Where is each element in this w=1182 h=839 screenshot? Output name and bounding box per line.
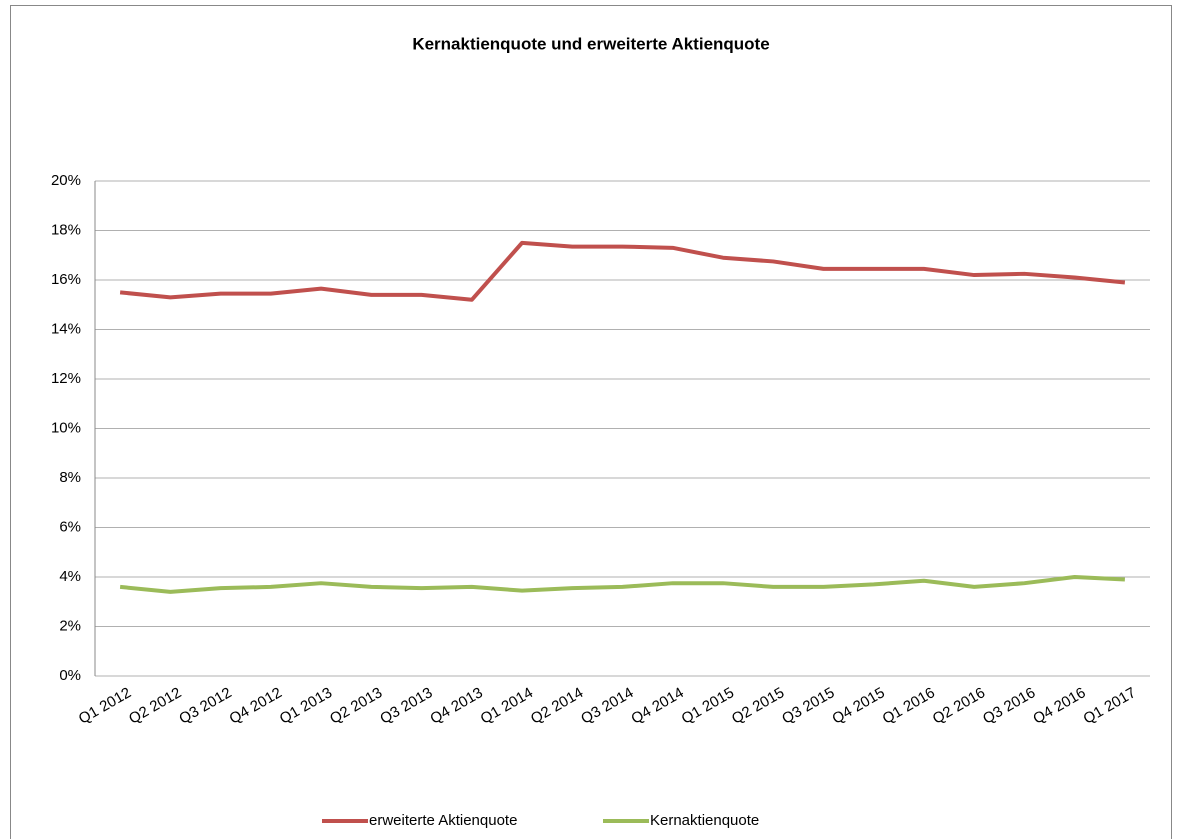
- y-tick-label: 4%: [59, 568, 81, 585]
- y-tick-label: 8%: [59, 469, 81, 486]
- y-tick-label: 6%: [59, 518, 81, 535]
- y-tick-label: 18%: [51, 221, 81, 238]
- y-tick-label: 16%: [51, 271, 81, 288]
- y-tick-label: 14%: [51, 320, 81, 337]
- y-tick-label: 12%: [51, 370, 81, 387]
- y-tick-label: 20%: [51, 172, 81, 189]
- legend-label: erweiterte Aktienquote: [369, 812, 517, 829]
- chart-border: [10, 5, 1172, 839]
- line-series: [119, 575, 1125, 594]
- y-tick-label: 0%: [59, 667, 81, 684]
- chart-title: Kernaktienquote und erweiterte Aktienquo…: [412, 34, 769, 53]
- line-series: [119, 240, 1126, 302]
- y-tick-label: 10%: [51, 419, 81, 436]
- y-tick-label: 2%: [59, 617, 81, 634]
- legend-label: Kernaktienquote: [650, 812, 759, 829]
